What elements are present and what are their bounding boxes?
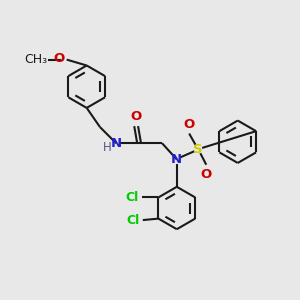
Text: CH₃: CH₃: [24, 53, 47, 66]
Text: Cl: Cl: [126, 214, 139, 226]
Text: Cl: Cl: [125, 191, 138, 204]
Text: S: S: [193, 142, 203, 156]
Text: O: O: [53, 52, 64, 65]
Text: N: N: [171, 153, 182, 166]
Text: N: N: [111, 137, 122, 150]
Text: O: O: [184, 118, 195, 130]
Text: O: O: [201, 168, 212, 181]
Text: O: O: [130, 110, 142, 123]
Text: H: H: [103, 141, 112, 154]
